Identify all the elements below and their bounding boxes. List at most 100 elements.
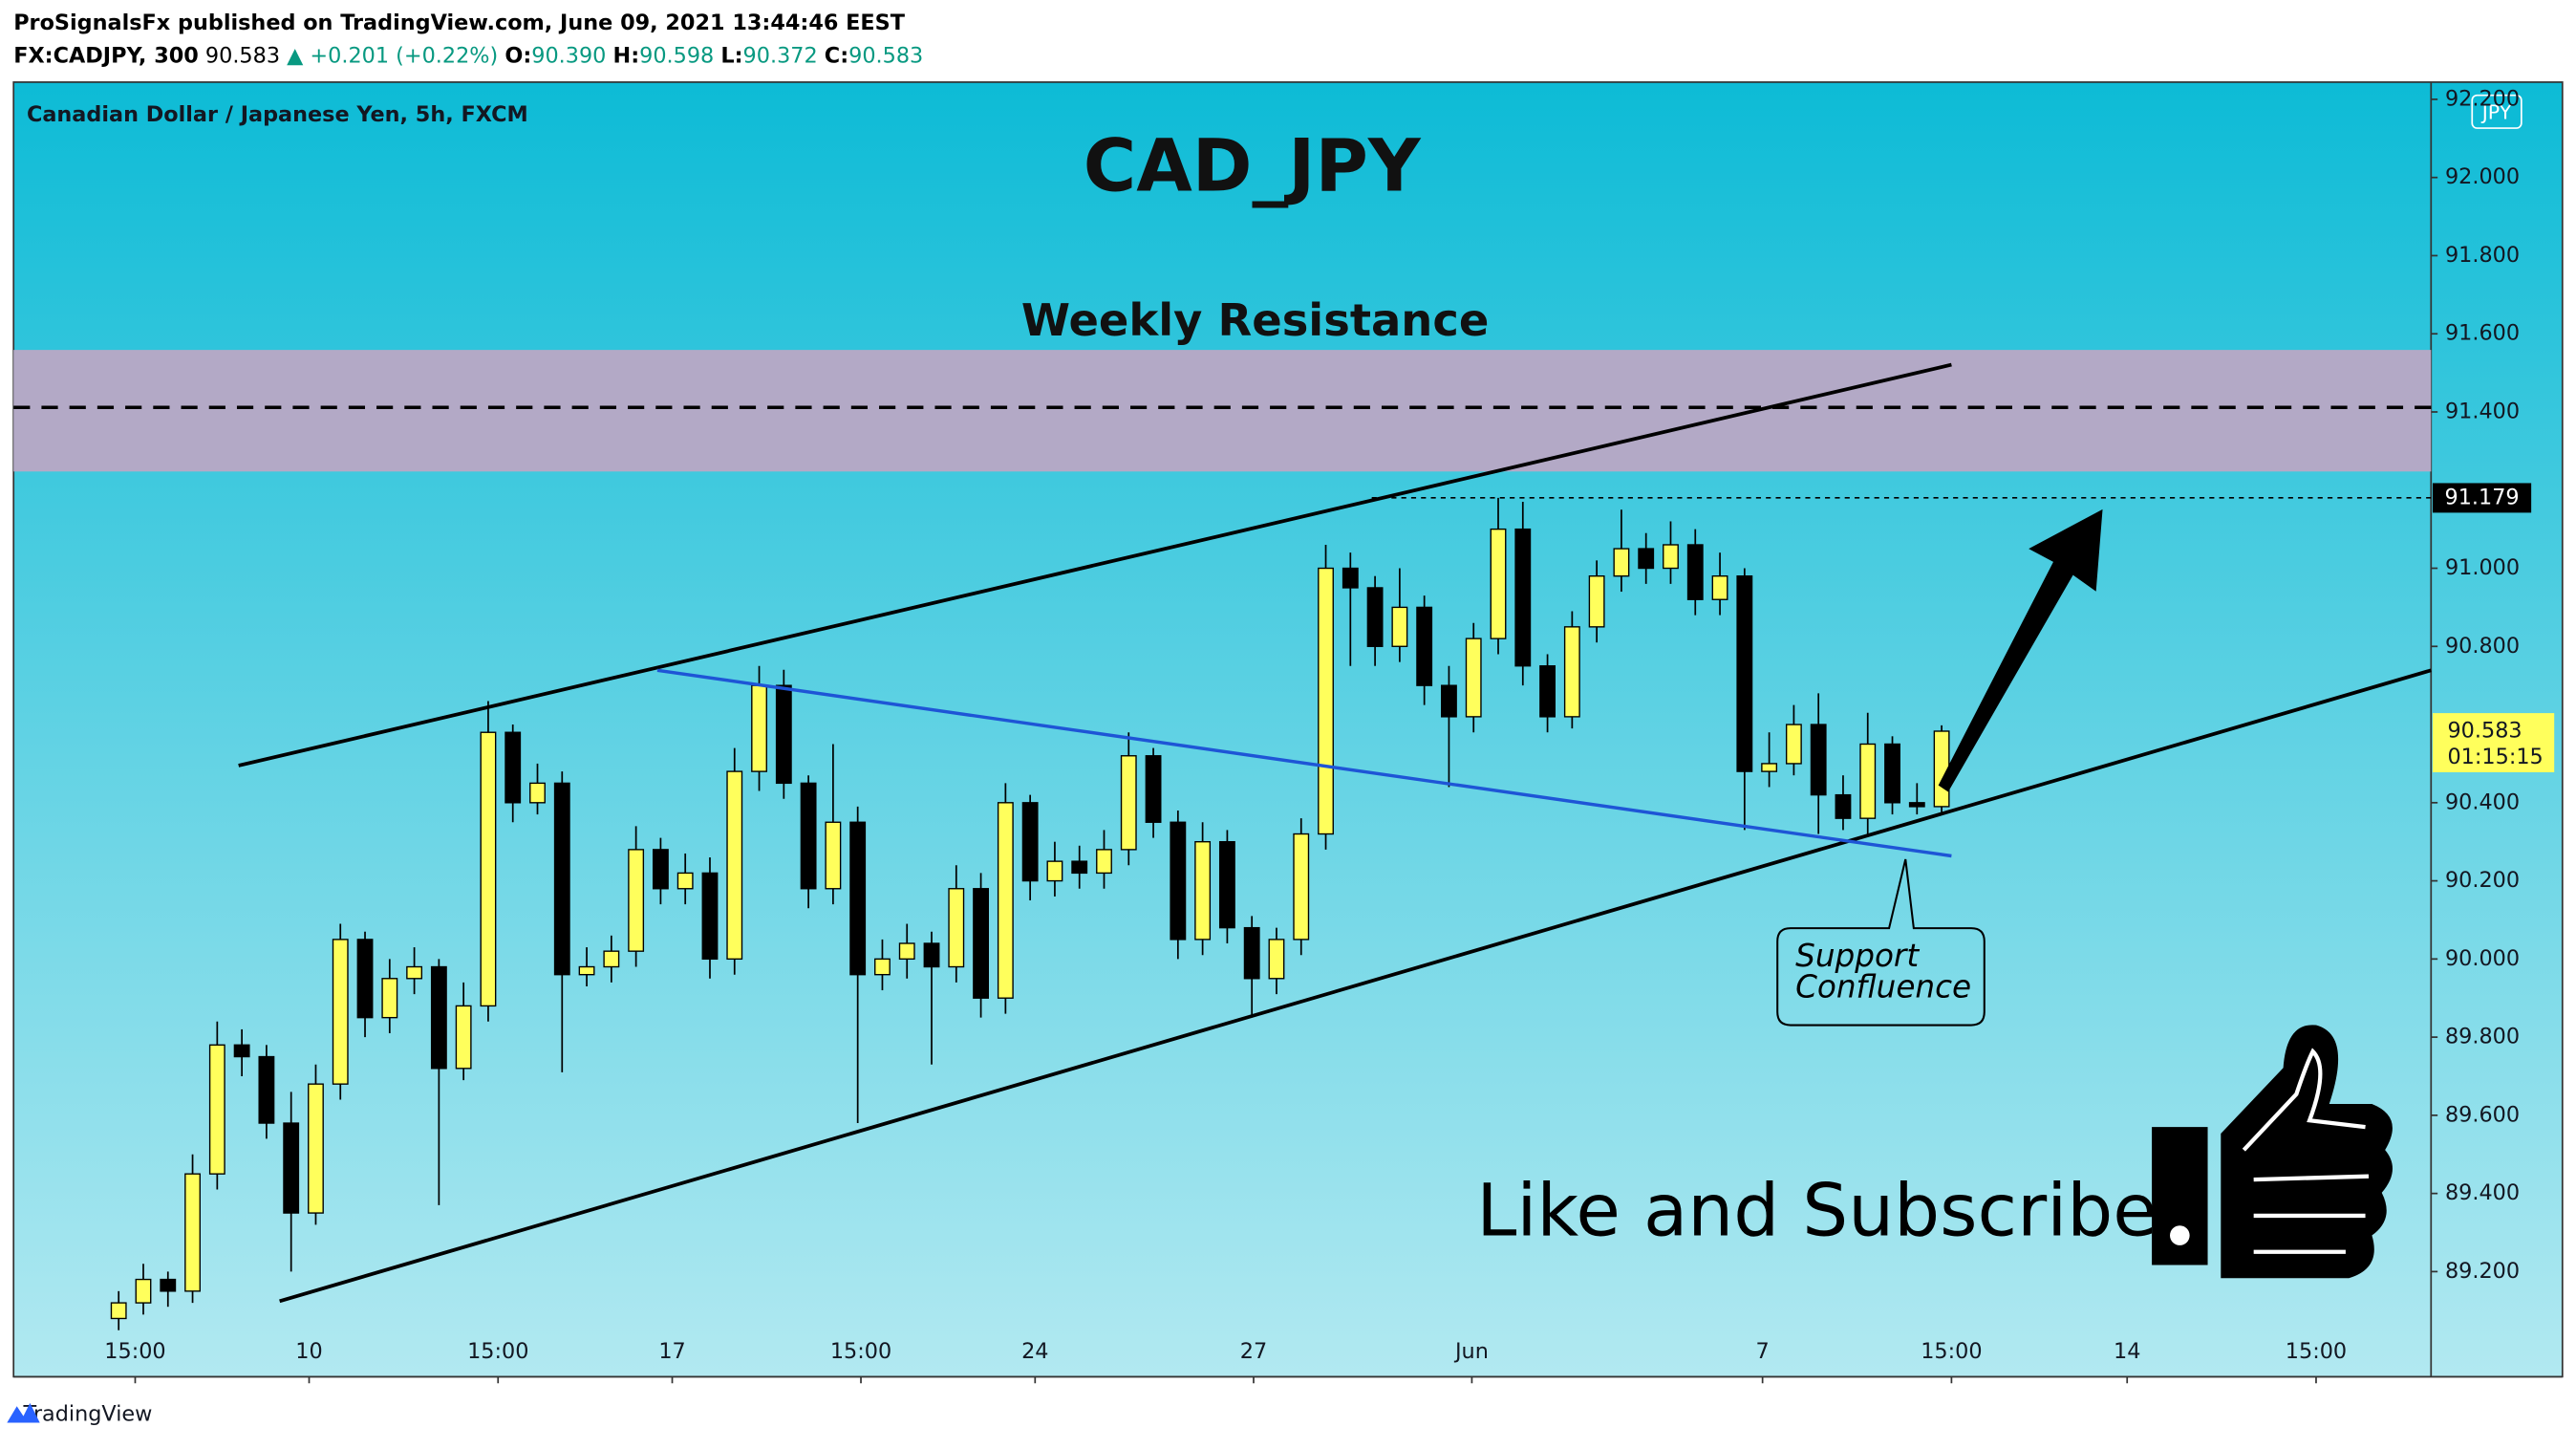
candle-body	[480, 731, 497, 1007]
candle-body	[726, 770, 743, 961]
candle-body	[898, 942, 915, 961]
support-label: Confluence	[1795, 969, 1971, 1006]
candle-body	[233, 1044, 250, 1058]
y-tick-label: 89.200	[2445, 1259, 2520, 1284]
y-tick-label: 89.800	[2445, 1025, 2520, 1049]
candle-body	[701, 872, 719, 961]
candle-body	[1588, 575, 1605, 628]
y-tick-label: 91.800	[2445, 243, 2520, 268]
x-tick-label: Jun	[1453, 1339, 1489, 1364]
candle-body	[874, 958, 891, 976]
candle-body	[430, 965, 447, 1070]
header-published: ProSignalsFx published on TradingView.co…	[13, 11, 906, 35]
candle-body	[1342, 567, 1359, 589]
candle-body	[283, 1122, 300, 1214]
brand-logo	[7, 1402, 40, 1423]
resistance-label: Weekly Resistance	[1021, 294, 1489, 346]
candle-body	[160, 1278, 177, 1292]
candle-body	[258, 1055, 275, 1124]
candle-body	[775, 684, 792, 785]
candle-body	[1908, 802, 1925, 808]
x-tick-label: 24	[1021, 1339, 1048, 1364]
candle-body	[1243, 926, 1260, 980]
change: ▲ +0.201 (+0.22%)	[287, 43, 498, 68]
candle-body	[1859, 743, 1877, 819]
price: 90.583	[205, 43, 280, 68]
candle-body	[529, 782, 546, 804]
candle-body	[1096, 849, 1112, 875]
candle-body	[1663, 544, 1679, 570]
x-tick-label: 7	[1756, 1339, 1770, 1364]
candle-body	[1638, 548, 1655, 570]
candle-body	[1318, 567, 1334, 835]
y-tick-label: 91.600	[2445, 321, 2520, 346]
candle-body	[553, 782, 570, 976]
candle-body	[997, 802, 1014, 999]
currency-badge	[2471, 94, 2522, 129]
x-tick-label: 14	[2114, 1339, 2140, 1364]
candle-body	[1785, 724, 1802, 765]
candle-body	[504, 731, 522, 804]
candle-body	[1218, 841, 1235, 929]
descending-line	[656, 668, 1952, 858]
candle-body	[603, 950, 620, 968]
candle-body	[1293, 833, 1310, 941]
support-callout	[1776, 858, 1986, 1027]
y-tick-label: 90.400	[2445, 789, 2520, 814]
x-tick-label: 27	[1240, 1339, 1267, 1364]
candle-body	[923, 942, 940, 968]
high-price-label: 91.179	[2445, 485, 2520, 509]
candle-body	[849, 821, 867, 976]
candle-body	[208, 1044, 225, 1175]
candle-body	[825, 821, 842, 890]
ohlc-value: 90.598	[639, 43, 714, 68]
candle-body	[800, 782, 817, 890]
header-quote: FX:CADJPY, 300 90.583 ▲ +0.201 (+0.22%) …	[13, 43, 923, 68]
candle-body	[1391, 606, 1408, 647]
upper-trendline	[238, 362, 1952, 768]
candle-body	[1120, 755, 1137, 851]
x-tick-label: 15:00	[1921, 1339, 1982, 1364]
candle-body	[1810, 724, 1827, 796]
y-tick-label: 90.800	[2445, 634, 2520, 659]
last-price-label: 90.583	[2447, 718, 2522, 743]
symbol: FX:CADJPY, 300	[13, 43, 199, 68]
ohlc-key: H:	[613, 43, 640, 68]
candle-body	[1613, 548, 1630, 577]
candle-body	[184, 1173, 201, 1292]
y-tick-label: 89.600	[2445, 1102, 2520, 1127]
y-tick-label: 90.000	[2445, 946, 2520, 971]
candle-body	[1884, 743, 1900, 804]
x-tick-label: 15:00	[830, 1339, 891, 1364]
ohlc-value: 90.390	[531, 43, 606, 68]
candle-body	[973, 888, 990, 999]
ohlc-key: C:	[825, 43, 848, 68]
thumbs-up-icon	[2152, 1025, 2393, 1279]
candle-body	[1563, 626, 1580, 718]
candle-body	[1736, 575, 1753, 772]
candle-body	[332, 939, 349, 1085]
y-tick-label: 89.400	[2445, 1180, 2520, 1205]
x-tick-label: 15:00	[467, 1339, 528, 1364]
x-tick-label: 10	[295, 1339, 322, 1364]
candle-body	[578, 965, 595, 976]
candle-body	[676, 872, 694, 890]
y-tick-label: 90.200	[2445, 868, 2520, 893]
candle-body	[1071, 860, 1088, 875]
candle-body	[1194, 841, 1212, 941]
candle-body	[1465, 638, 1482, 718]
lower-trendline	[279, 668, 2432, 1304]
candle-body	[1835, 793, 1852, 819]
candle-body	[455, 1005, 472, 1070]
candle-body	[1539, 665, 1556, 718]
candle-body	[1046, 860, 1063, 882]
candle-body	[1514, 528, 1532, 667]
candle-body	[1761, 763, 1778, 772]
y-tick-label: 91.000	[2445, 555, 2520, 580]
legend: Canadian Dollar / Japanese Yen, 5h, FXCM	[27, 102, 528, 127]
countdown: 01:15:15	[2447, 745, 2543, 769]
author: ProSignalsFx published on TradingView.co…	[13, 11, 906, 35]
candle-body	[652, 849, 669, 890]
candle-body	[406, 965, 423, 980]
